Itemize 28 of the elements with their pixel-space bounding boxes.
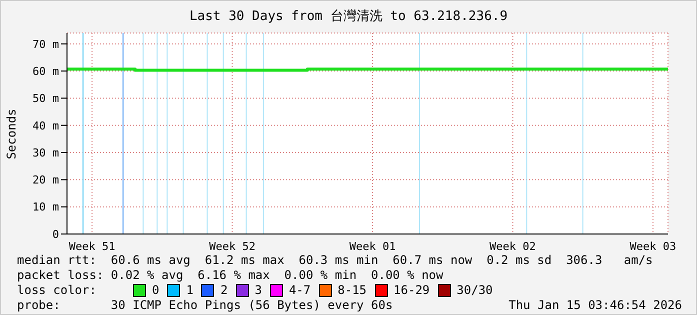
legend-label: 0 <box>151 283 160 298</box>
legend-label: 3 <box>254 283 262 298</box>
y-tick-label: 10 m <box>32 200 60 214</box>
y-tick-label: 60 m <box>32 64 60 78</box>
x-tick-label: Week 51 <box>68 240 116 253</box>
legend-label: 30/30 <box>456 283 493 298</box>
legend-label: 8-15 <box>336 283 367 298</box>
text: probe: 30 ICMP Echo Pings (56 Bytes) every 60s <box>17 298 393 313</box>
y-tick-label: 40 m <box>32 119 60 132</box>
x-tick-label: Week 52 <box>209 240 256 253</box>
x-tick-label: Week 01 <box>349 240 396 253</box>
legend-label: 2 <box>219 283 228 298</box>
x-tick-label: Week 02 <box>490 240 536 253</box>
y-tick-label: 70 m <box>32 38 60 51</box>
chart-title: Last 30 Days from 台灣清洗 to 63.218.236.9 <box>188 8 509 25</box>
y-axis-title: Seconds <box>4 108 18 159</box>
y-tick-label: 50 m <box>32 92 60 106</box>
legend-label: 4-7 <box>288 283 311 298</box>
legend-label: 16-29 <box>392 283 430 298</box>
legend-label: 1 <box>185 283 194 298</box>
text: Thu Jan 15 03:46:54 2026 <box>508 298 682 313</box>
y-tick-label: 0 <box>52 228 59 241</box>
text: median rtt: 60.6 ms avg 61.2 ms max 60.3 ms min 60.7 ms now 0.2 ms sd 306.3 am/s <box>17 253 654 268</box>
y-tick-label: 30 m <box>32 146 60 160</box>
y-tick-label: 20 m <box>32 174 60 187</box>
x-tick-label: Week 03 <box>630 240 676 253</box>
legend-title: loss color: <box>17 283 98 298</box>
text: packet loss: 0.02 % avg 6.16 % max 0.00 % min 0.00 % now <box>17 268 444 283</box>
